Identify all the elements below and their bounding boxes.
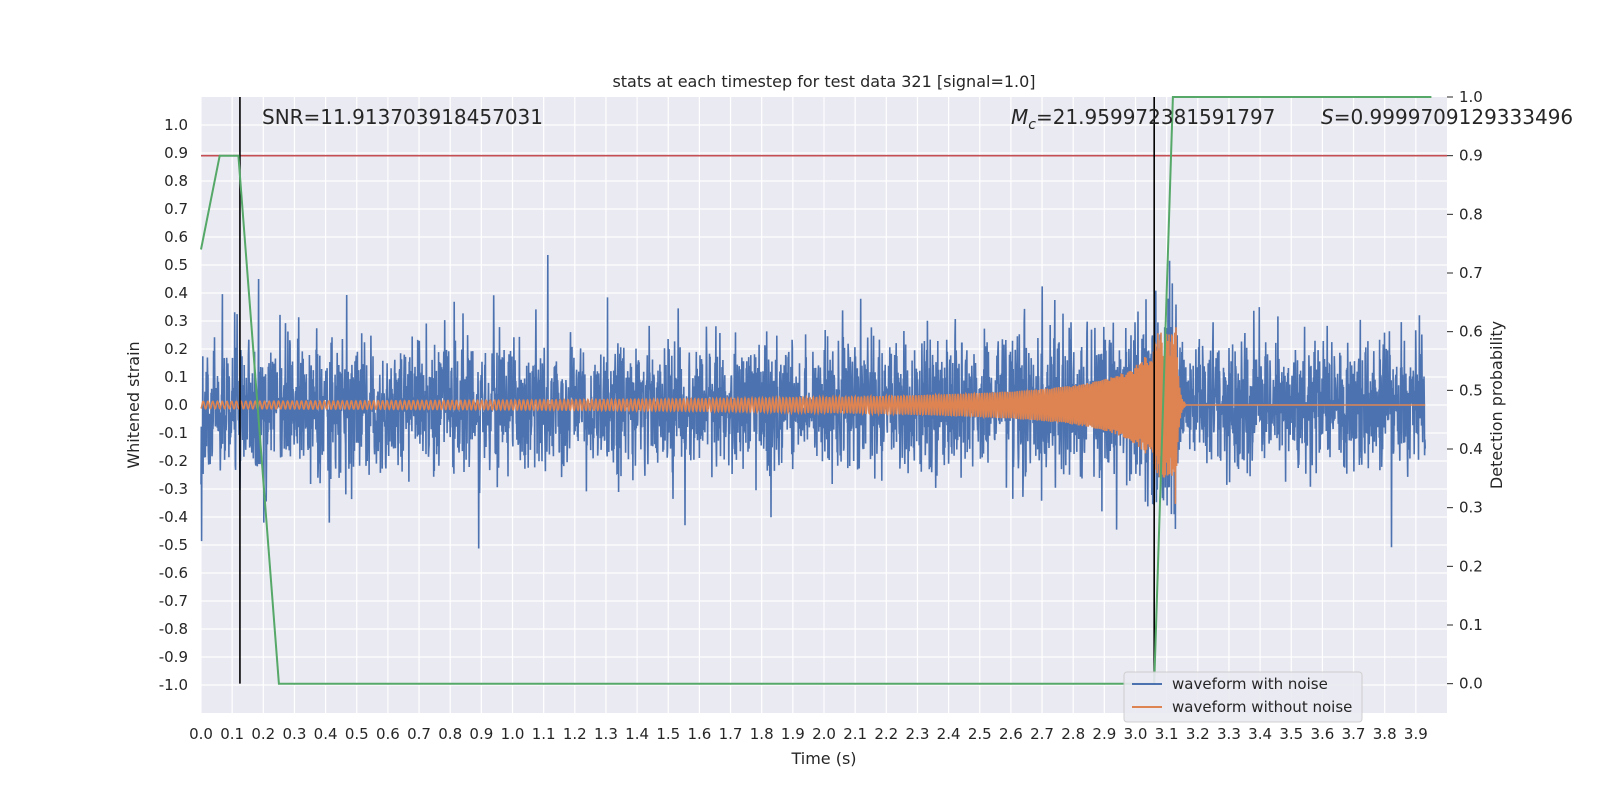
- s-value: =0.9999709129333496: [1334, 105, 1573, 129]
- y2-tick-label: 0.0: [1459, 675, 1483, 693]
- x-tick-label: 0.1: [220, 725, 244, 743]
- y-tick-label: -0.3: [159, 480, 188, 498]
- y-tick-label: 0.5: [164, 256, 188, 274]
- y2-tick-label: 0.4: [1459, 440, 1483, 458]
- mc-value: =21.959972381591797: [1036, 105, 1275, 129]
- series-waveform-with-noise: [200, 254, 1426, 549]
- y-tick-label: -0.1: [159, 424, 188, 442]
- x-tick-label: 2.0: [812, 725, 836, 743]
- y-tick-label: -0.8: [159, 620, 188, 638]
- x-tick-label: 1.7: [719, 725, 743, 743]
- x-tick-label: 2.7: [1030, 725, 1054, 743]
- y-tick-label: -0.5: [159, 536, 188, 554]
- x-tick-label: 3.2: [1186, 725, 1210, 743]
- x-tick-label: 3.3: [1217, 725, 1241, 743]
- y2-tick-label: 0.1: [1459, 616, 1483, 634]
- noise-waveform-line: [200, 254, 1426, 549]
- x-tick-label: 3.1: [1155, 725, 1179, 743]
- y-tick-label: 0.8: [164, 172, 188, 190]
- x-tick-label: 0.3: [283, 725, 307, 743]
- y2-tick-label: 0.2: [1459, 557, 1483, 575]
- y-tick-label: -0.7: [159, 592, 188, 610]
- y-tick-label: -1.0: [159, 676, 188, 694]
- y2-tick-label: 0.9: [1459, 147, 1483, 165]
- x-axis-ticks: 0.0 0.1 0.2 0.3 0.4 0.5 0.6 0.7 0.8 0.9 1.0 1.1 1.2 1…: [189, 725, 1428, 743]
- y-tick-label: -0.4: [159, 508, 188, 526]
- x-tick-label: 1.9: [781, 725, 805, 743]
- x-tick-label: 2.8: [1061, 725, 1085, 743]
- y2-tick-label: 0.6: [1459, 323, 1483, 341]
- x-tick-label: 0.4: [314, 725, 338, 743]
- y-tick-label: 0.0: [164, 396, 188, 414]
- series-detection-probability: [200, 96, 1432, 685]
- x-tick-label: 2.4: [937, 725, 961, 743]
- snr-annotation: SNR=11.913703918457031: [262, 105, 543, 129]
- x-tick-label: 0.6: [376, 725, 400, 743]
- x-tick-label: 0.0: [189, 725, 213, 743]
- x-tick-label: 0.5: [345, 725, 369, 743]
- x-tick-label: 1.2: [563, 725, 587, 743]
- y2-axis-label: Detection probability: [1487, 321, 1506, 489]
- y-tick-label: 0.7: [164, 200, 188, 218]
- y-tick-label: 0.6: [164, 228, 188, 246]
- y-tick-label: -0.6: [159, 564, 188, 582]
- chart-title: stats at each timestep for test data 321…: [612, 72, 1035, 91]
- chirp-mass-annotation: Mc=21.959972381591797: [1011, 105, 1275, 133]
- x-tick-label: 1.5: [656, 725, 680, 743]
- y-tick-label: 0.1: [164, 368, 188, 386]
- legend-box: [1123, 671, 1363, 723]
- legend-label-clean: waveform without noise: [1172, 698, 1352, 716]
- x-tick-label: 3.4: [1248, 725, 1272, 743]
- x-tick-label: 3.9: [1404, 725, 1428, 743]
- y-axis-ticks: 1.0 0.9 0.8 0.7 0.6 0.5 0.4 0.3 0.2 0.1 0.0 -0.1 -0.…: [159, 116, 188, 694]
- x-tick-label: 2.3: [906, 725, 930, 743]
- y-tick-label: -0.9: [159, 648, 188, 666]
- x-tick-label: 1.6: [687, 725, 711, 743]
- x-tick-label: 3.0: [1124, 725, 1148, 743]
- mc-symbol: M: [1011, 105, 1028, 129]
- x-tick-label: 1.1: [532, 725, 556, 743]
- x-tick-label: 3.8: [1373, 725, 1397, 743]
- x-tick-label: 2.6: [999, 725, 1023, 743]
- legend: waveform with noise waveform without noi…: [1123, 671, 1363, 723]
- x-tick-label: 1.4: [625, 725, 649, 743]
- y2-tick-label: 0.8: [1459, 205, 1483, 223]
- x-tick-label: 0.2: [251, 725, 275, 743]
- y2-tick-label: 1.0: [1459, 88, 1483, 106]
- x-tick-label: 1.3: [594, 725, 618, 743]
- y-tick-label: 0.2: [164, 340, 188, 358]
- y-tick-label: -0.2: [159, 452, 188, 470]
- y2-tick-label: 0.7: [1459, 264, 1483, 282]
- detection-markers: [239, 97, 1155, 684]
- y-tick-label: 0.4: [164, 284, 188, 302]
- probability-line: [200, 96, 1432, 685]
- mc-subscript: c: [1028, 117, 1036, 133]
- x-tick-label: 0.9: [469, 725, 493, 743]
- y-tick-label: 1.0: [164, 116, 188, 134]
- x-tick-label: 2.2: [874, 725, 898, 743]
- x-tick-label: 3.7: [1342, 725, 1366, 743]
- x-tick-label: 2.9: [1092, 725, 1116, 743]
- x-tick-label: 1.0: [501, 725, 525, 743]
- score-annotation: S=0.9999709129333496: [1321, 105, 1573, 129]
- y2-tick-label: 0.3: [1459, 499, 1483, 517]
- clean-waveform-line: [200, 327, 1426, 504]
- x-tick-label: 3.5: [1279, 725, 1303, 743]
- x-tick-label: 0.8: [438, 725, 462, 743]
- series-waveform-without-noise: [200, 327, 1426, 504]
- x-tick-label: 3.6: [1310, 725, 1334, 743]
- x-tick-label: 0.7: [407, 725, 431, 743]
- x-tick-label: 2.5: [968, 725, 992, 743]
- x-tick-label: 1.8: [750, 725, 774, 743]
- x-axis-label: Time (s): [790, 749, 856, 768]
- y2-axis-ticks: 1.0 0.9 0.8 0.7 0.6 0.5 0.4 0.3 0.2 0.1 0.0: [1447, 88, 1483, 693]
- y-axis-label: Whitened strain: [124, 341, 143, 468]
- x-tick-label: 2.1: [843, 725, 867, 743]
- y2-tick-label: 0.5: [1459, 381, 1483, 399]
- s-symbol: S: [1321, 105, 1334, 129]
- y-tick-label: 0.3: [164, 312, 188, 330]
- y-tick-label: 0.9: [164, 144, 188, 162]
- legend-label-noise: waveform with noise: [1172, 675, 1328, 693]
